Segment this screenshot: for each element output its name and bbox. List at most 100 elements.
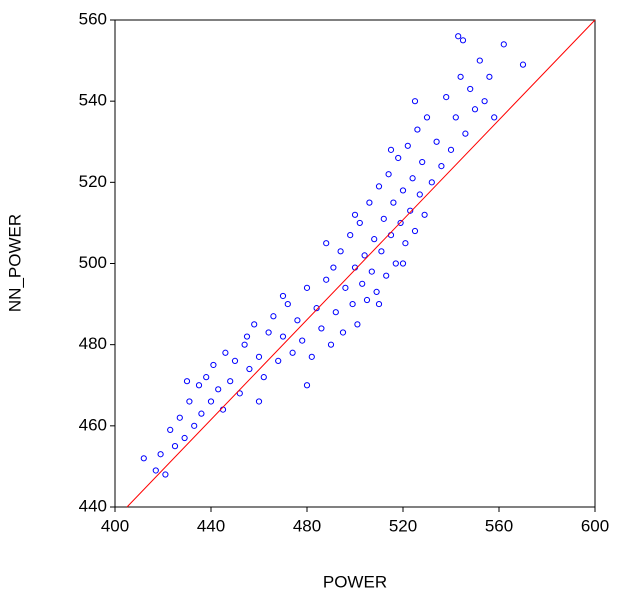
- point: [203, 374, 210, 381]
- point: [409, 175, 416, 182]
- point: [443, 94, 450, 101]
- point: [279, 292, 287, 300]
- x-tick-label: 560: [485, 516, 513, 535]
- point: [428, 179, 435, 186]
- point: [323, 276, 330, 283]
- point: [361, 252, 368, 259]
- point: [457, 73, 464, 80]
- point: [462, 130, 469, 137]
- point: [392, 260, 399, 267]
- point: [157, 451, 164, 458]
- point: [330, 264, 337, 271]
- point: [152, 467, 159, 474]
- y-tick-label: 480: [79, 334, 107, 353]
- point: [416, 191, 423, 198]
- point: [243, 333, 251, 340]
- point: [308, 353, 315, 360]
- point: [251, 321, 258, 328]
- x-tick-label: 600: [581, 516, 609, 535]
- point: [359, 280, 366, 287]
- x-tick-label: 520: [389, 516, 417, 535]
- point: [356, 219, 363, 227]
- y-tick-label: 440: [79, 496, 107, 515]
- point: [455, 33, 462, 40]
- point: [407, 207, 414, 214]
- x-tick-label: 400: [101, 516, 129, 535]
- point: [481, 98, 488, 105]
- point: [491, 114, 498, 121]
- point: [339, 329, 347, 336]
- point: [183, 378, 191, 385]
- point: [411, 98, 419, 105]
- reference-line: [126, 19, 596, 508]
- point: [467, 85, 474, 93]
- point: [387, 231, 395, 239]
- point: [210, 361, 217, 369]
- x-tick-label: 480: [293, 516, 321, 535]
- point: [186, 398, 193, 405]
- point: [215, 386, 222, 393]
- y-tick-label: 520: [79, 172, 107, 191]
- point: [318, 325, 325, 332]
- point: [246, 365, 253, 373]
- point: [265, 329, 272, 336]
- point: [231, 357, 239, 364]
- point: [378, 248, 385, 255]
- point: [387, 146, 395, 153]
- point: [227, 378, 234, 385]
- point: [299, 337, 306, 344]
- point: [390, 199, 397, 206]
- point: [327, 341, 335, 348]
- point: [241, 341, 248, 348]
- point: [375, 300, 383, 308]
- point: [438, 163, 445, 170]
- point: [471, 106, 479, 113]
- point: [447, 146, 455, 153]
- point: [289, 349, 296, 356]
- point: [397, 219, 404, 227]
- y-tick-label: 460: [79, 415, 107, 434]
- point: [423, 114, 431, 121]
- point: [349, 300, 356, 308]
- point: [275, 357, 282, 364]
- point: [347, 231, 354, 239]
- point: [383, 272, 390, 279]
- point: [414, 126, 421, 133]
- point: [171, 443, 179, 450]
- point: [404, 142, 411, 149]
- point: [303, 382, 311, 389]
- point: [452, 114, 459, 121]
- point: [337, 248, 344, 255]
- point: [207, 398, 215, 405]
- point: [519, 61, 527, 68]
- point: [366, 199, 373, 206]
- point: [313, 305, 320, 312]
- point: [399, 260, 407, 267]
- point: [162, 471, 169, 478]
- point: [476, 57, 483, 64]
- point: [385, 171, 392, 178]
- point: [279, 333, 287, 340]
- point: [421, 211, 428, 218]
- point: [500, 41, 507, 48]
- point: [373, 288, 380, 296]
- point: [332, 309, 339, 316]
- point: [323, 240, 330, 247]
- y-tick-label: 560: [79, 9, 107, 28]
- point: [354, 321, 361, 328]
- point: [176, 414, 183, 421]
- point: [284, 300, 291, 308]
- point: [395, 154, 402, 162]
- point: [419, 158, 426, 166]
- point: [303, 284, 311, 291]
- point: [167, 426, 174, 433]
- point: [411, 227, 419, 235]
- plot-frame: [114, 19, 596, 508]
- point: [351, 211, 359, 218]
- point: [198, 410, 205, 417]
- point: [260, 374, 267, 381]
- x-axis-label: POWER: [323, 572, 387, 591]
- point: [294, 317, 301, 324]
- point: [402, 240, 409, 247]
